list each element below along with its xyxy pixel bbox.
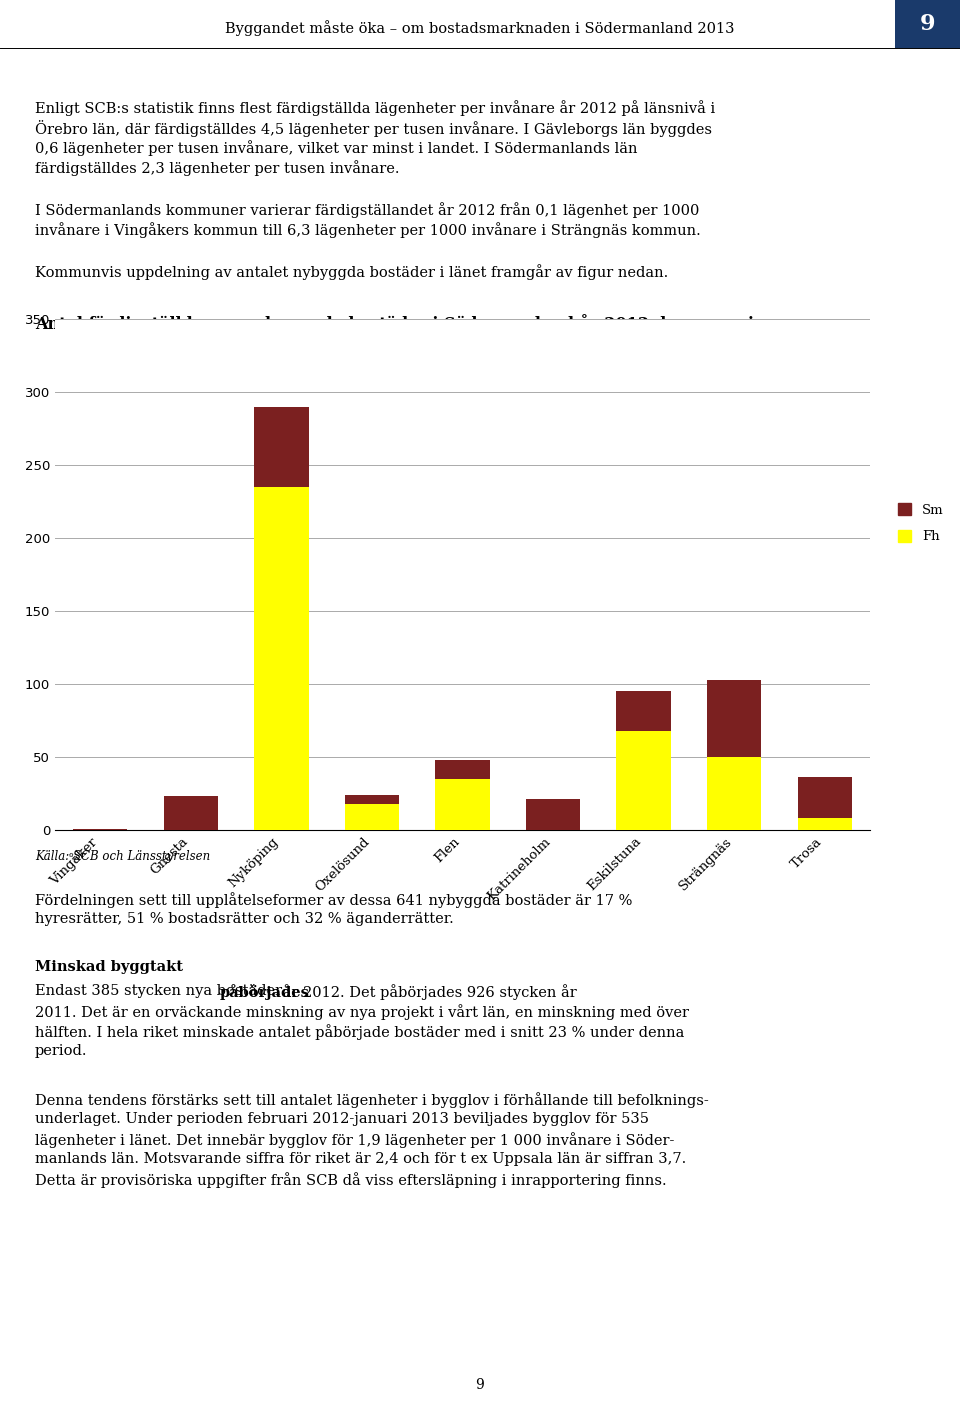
Bar bbox=[435, 779, 490, 830]
Bar bbox=[707, 757, 761, 830]
Bar bbox=[163, 796, 218, 830]
Bar bbox=[798, 778, 852, 819]
Text: Örebro län, där färdigställdes 4,5 lägenheter per tusen invånare. I Gävleborgs l: Örebro län, där färdigställdes 4,5 lägen… bbox=[35, 120, 712, 136]
Legend: Sm, Fh: Sm, Fh bbox=[893, 498, 948, 549]
Bar bbox=[798, 819, 852, 830]
Text: manlands län. Motsvarande siffra för riket är 2,4 och för t ex Uppsala län är si: manlands län. Motsvarande siffra för rik… bbox=[35, 1152, 686, 1166]
Text: 9: 9 bbox=[920, 13, 935, 35]
Bar bbox=[254, 407, 308, 487]
Text: lägenheter i länet. Det innebär bygglov för 1,9 lägenheter per 1 000 invånare i : lägenheter i länet. Det innebär bygglov … bbox=[35, 1133, 674, 1148]
Text: underlaget. Under perioden februari 2012-januari 2013 beviljades bygglov för 535: underlaget. Under perioden februari 2012… bbox=[35, 1112, 649, 1126]
Text: färdigställdes 2,3 lägenheter per tusen invånare.: färdigställdes 2,3 lägenheter per tusen … bbox=[35, 160, 399, 176]
Bar bbox=[616, 691, 671, 730]
Text: Byggandet måste öka – om bostadsmarknaden i Södermanland 2013: Byggandet måste öka – om bostadsmarknade… bbox=[226, 20, 734, 37]
FancyBboxPatch shape bbox=[895, 0, 960, 48]
Text: år 2012. Det påbörjades 926 stycken år: år 2012. Det påbörjades 926 stycken år bbox=[277, 983, 576, 1000]
Bar bbox=[345, 803, 399, 830]
Text: Fördelningen sett till upplåtelseformer av dessa 641 nybyggda bostäder är 17 %: Fördelningen sett till upplåtelseformer … bbox=[35, 892, 633, 908]
Bar bbox=[616, 730, 671, 830]
Text: invånare i Vingåkers kommun till 6,3 lägenheter per 1000 invånare i Strängnäs ko: invånare i Vingåkers kommun till 6,3 läg… bbox=[35, 222, 701, 238]
Bar bbox=[707, 680, 761, 757]
Text: påbörjades: påbörjades bbox=[220, 983, 310, 1000]
Text: hyresrätter, 51 % bostadsrätter och 32 % äganderrätter.: hyresrätter, 51 % bostadsrätter och 32 %… bbox=[35, 912, 454, 926]
Text: Minskad byggtakt: Minskad byggtakt bbox=[35, 960, 183, 974]
Text: Antal färdigställda nyproducerade bostäder i Södermanland år 2012, kommunvis: Antal färdigställda nyproducerade bostäd… bbox=[35, 314, 763, 333]
Text: Enligt SCB:s statistik finns flest färdigställda lägenheter per invånare år 2012: Enligt SCB:s statistik finns flest färdi… bbox=[35, 100, 715, 115]
Bar bbox=[345, 795, 399, 803]
Text: 2011. Det är en orväckande minskning av nya projekt i vårt län, en minskning med: 2011. Det är en orväckande minskning av … bbox=[35, 1005, 689, 1020]
Text: Detta är provisöriska uppgifter från SCB då viss eftersläpning i inrapportering : Detta är provisöriska uppgifter från SCB… bbox=[35, 1172, 666, 1188]
Text: Kommunvis uppdelning av antalet nybyggda bostäder i länet framgår av figur nedan: Kommunvis uppdelning av antalet nybyggda… bbox=[35, 265, 668, 280]
Text: Endast 385 stycken nya bostäder: Endast 385 stycken nya bostäder bbox=[35, 983, 287, 998]
Text: Källa: SCB och Länsstyrelsen: Källa: SCB och Länsstyrelsen bbox=[35, 850, 210, 862]
Text: I Södermanlands kommuner varierar färdigställandet år 2012 från 0,1 lägenhet per: I Södermanlands kommuner varierar färdig… bbox=[35, 203, 700, 218]
Text: 0,6 lägenheter per tusen invånare, vilket var minst i landet. I Södermanlands lä: 0,6 lägenheter per tusen invånare, vilke… bbox=[35, 141, 637, 156]
Bar bbox=[435, 760, 490, 779]
Bar bbox=[526, 799, 580, 830]
Text: Denna tendens förstärks sett till antalet lägenheter i bygglov i förhållande til: Denna tendens förstärks sett till antale… bbox=[35, 1092, 708, 1107]
Text: period.: period. bbox=[35, 1044, 87, 1058]
Bar bbox=[73, 829, 128, 830]
Bar bbox=[254, 487, 308, 830]
Text: 9: 9 bbox=[475, 1377, 485, 1392]
Text: hälften. I hela riket minskade antalet påbörjade bostäder med i snitt 23 % under: hälften. I hela riket minskade antalet p… bbox=[35, 1024, 684, 1040]
